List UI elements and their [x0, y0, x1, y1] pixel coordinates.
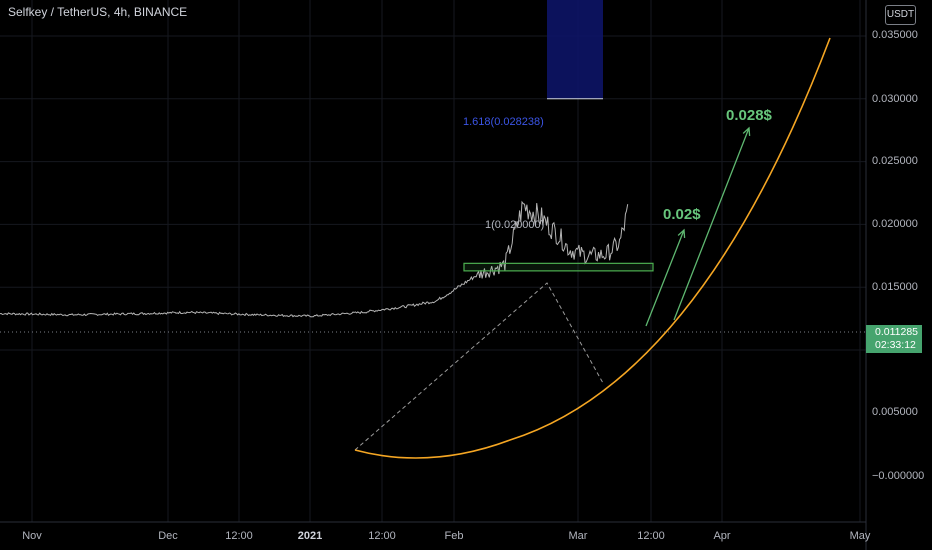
x-tick-label: May — [849, 530, 871, 542]
fib-level-label: 1.618(0.028238) — [463, 116, 544, 128]
chart-title: Selfkey / TetherUS, 4h, BINANCE — [8, 5, 188, 19]
price-series — [0, 200, 629, 318]
y-tick-label: −0.000000 — [872, 470, 925, 482]
x-tick-label: Dec — [158, 530, 178, 542]
target-arrow — [673, 127, 750, 321]
y-tick-label: 0.005000 — [872, 406, 918, 418]
x-tick-label: Apr — [713, 530, 731, 542]
y-tick-label: 0.015000 — [872, 281, 918, 293]
bar-countdown: 02:33:12 — [875, 339, 916, 351]
support-zone — [463, 262, 654, 272]
target-label: 0.02$ — [663, 206, 701, 223]
y-tick-label: 0.020000 — [872, 218, 918, 230]
fib-blue-zone — [547, 0, 603, 99]
x-tick-label: Feb — [444, 530, 464, 542]
price-line — [0, 200, 629, 318]
current-price-value: 0.011285 — [875, 326, 919, 338]
pattern-dashed-line — [354, 282, 604, 451]
target-arrow — [645, 229, 685, 327]
x-tick-label: 12:00 — [637, 530, 665, 542]
target-label: 0.028$ — [726, 107, 772, 124]
fibonacci-levels — [547, 0, 603, 100]
current-price-tag: 0.011285 02:33:12 — [866, 325, 922, 353]
currency-button[interactable]: USDT — [885, 5, 916, 25]
target-arrow-head — [742, 126, 751, 137]
x-tick-label: 2021 — [297, 530, 323, 542]
drawings — [354, 37, 831, 459]
y-tick-label: 0.030000 — [872, 93, 918, 105]
x-tick-label: Mar — [568, 530, 588, 542]
x-tick-label: 12:00 — [225, 530, 253, 542]
target-arrow-head — [677, 228, 686, 239]
y-tick-label: 0.025000 — [872, 155, 918, 167]
fib-level-label: 1(0.020000) — [485, 219, 545, 231]
x-tick-label: Nov — [22, 530, 42, 542]
grid-lines — [0, 0, 866, 522]
y-tick-label: 0.035000 — [872, 29, 918, 41]
x-tick-label: 12:00 — [368, 530, 396, 542]
parabolic-curve — [354, 37, 831, 459]
